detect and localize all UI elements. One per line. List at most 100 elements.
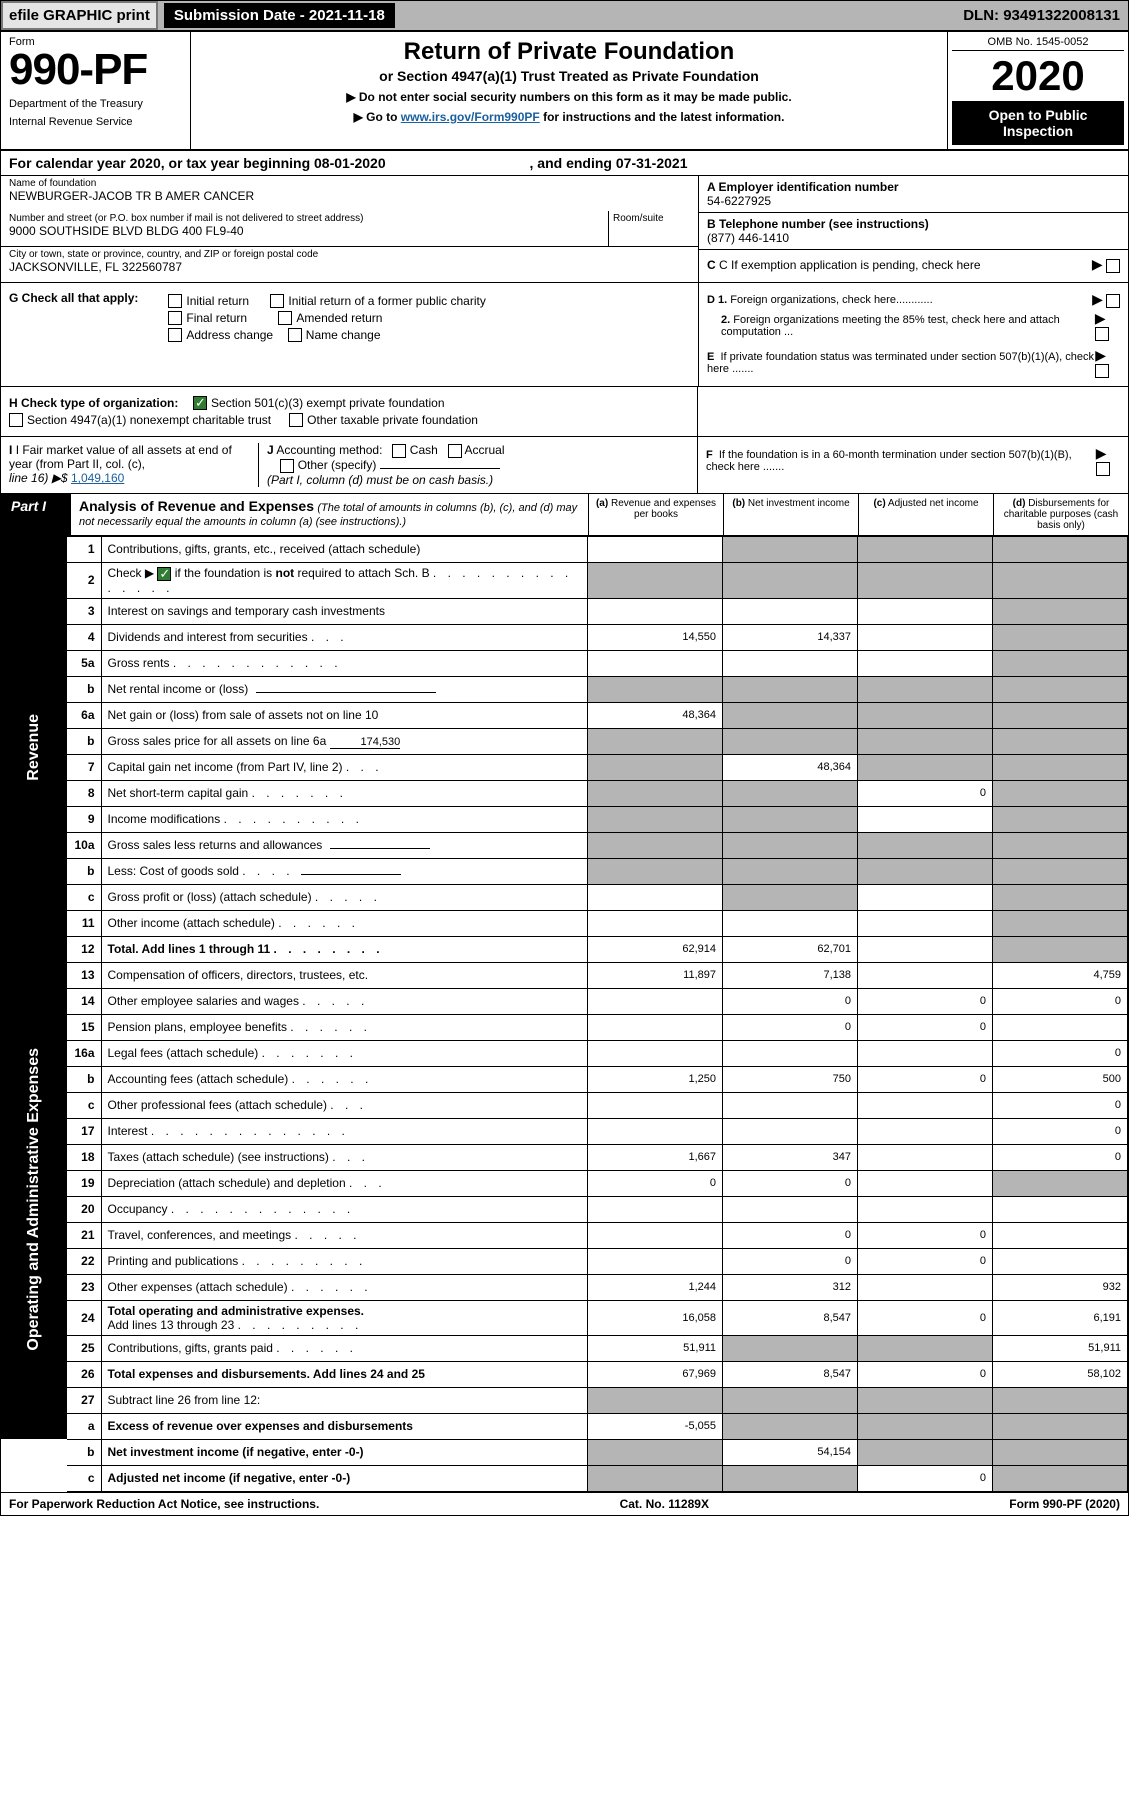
city-label: City or town, state or province, country… [9,249,690,260]
form-number: 990-PF [9,48,182,92]
dept-irs: Internal Revenue Service [9,116,182,128]
d1-checkbox[interactable] [1106,294,1120,308]
line23-desc: Other expenses (attach schedule) . . . .… [101,1274,588,1300]
hij-block: H Check type of organization: Section 50… [1,387,1128,437]
h-other-label: Other taxable private foundation [307,413,478,427]
line18-desc: Taxes (attach schedule) (see instruction… [101,1144,588,1170]
line16b-desc: Accounting fees (attach schedule) . . . … [101,1066,588,1092]
g-name-label: Name change [306,328,381,342]
part1-title: Analysis of Revenue and Expenses [79,498,314,514]
foundation-name: NEWBURGER-JACOB TR B AMER CANCER [9,189,690,203]
h-label: H Check type of organization: [9,396,178,410]
line10b-desc: Less: Cost of goods sold . . . . [101,858,588,884]
line2-desc: Check ▶ if the foundation is not require… [101,562,588,598]
dept-treasury: Department of the Treasury [9,98,182,110]
check-block-g: G Check all that apply: Initial return I… [1,283,1128,387]
line17-desc: Interest . . . . . . . . . . . . . . [101,1118,588,1144]
tel-value: (877) 446-1410 [707,231,1120,245]
g-final-checkbox[interactable] [168,311,182,325]
g-initial-label: Initial return [186,294,249,308]
j-accrual-checkbox[interactable] [448,444,462,458]
part1-header: Part I Analysis of Revenue and Expenses … [1,494,1128,536]
e-label: E If private foundation status was termi… [707,351,1095,375]
efile-print-button[interactable]: efile GRAPHIC print [1,1,158,30]
revenue-side-label: Revenue [25,714,43,781]
line24-desc: Total operating and administrative expen… [101,1300,588,1335]
line5b-desc: Net rental income or (loss) [101,676,588,702]
g-initial-former-label: Initial return of a former public charit… [288,294,485,308]
d2-label: 2. Foreign organizations meeting the 85%… [707,314,1095,338]
irs-link[interactable]: www.irs.gov/Form990PF [401,110,540,124]
f-label: F If the foundation is in a 60-month ter… [706,449,1096,473]
line16c-desc: Other professional fees (attach schedule… [101,1092,588,1118]
line22-desc: Printing and publications . . . . . . . … [101,1248,588,1274]
entity-block: Name of foundation NEWBURGER-JACOB TR B … [1,176,1128,283]
ein-label: A Employer identification number [707,180,1120,194]
j-accrual-label: Accrual [465,443,505,457]
line13-desc: Compensation of officers, directors, tru… [101,962,588,988]
g-address-checkbox[interactable] [168,328,182,342]
ein-value: 54-6227925 [707,194,1120,208]
line27c-desc: Adjusted net income (if negative, enter … [101,1465,588,1491]
col-d-head: (d) Disbursements for charitable purpose… [993,494,1128,535]
line27b-desc: Net investment income (if negative, ente… [101,1439,588,1465]
addr-label: Number and street (or P.O. box number if… [9,213,600,224]
line7-desc: Capital gain net income (from Part IV, l… [101,754,588,780]
g-address-label: Address change [186,328,273,342]
d1-label: D 1. D 1. Foreign organizations, check h… [707,294,933,306]
expense-side-label: Operating and Administrative Expenses [25,1048,43,1351]
h-4947-checkbox[interactable] [9,413,23,427]
line20-desc: Occupancy . . . . . . . . . . . . . [101,1196,588,1222]
j-cash-label: Cash [410,443,438,457]
line9-desc: Income modifications . . . . . . . . . . [101,806,588,832]
j-cash-checkbox[interactable] [392,444,406,458]
g-name-checkbox[interactable] [288,328,302,342]
tax-year: 2020 [952,51,1124,101]
col-c-head: (c) Adjusted net income [858,494,993,535]
g-amended-checkbox[interactable] [278,311,292,325]
line11-desc: Other income (attach schedule) . . . . .… [101,910,588,936]
g-amended-label: Amended return [296,311,382,325]
line2-checkbox[interactable] [157,567,171,581]
f-checkbox[interactable] [1096,462,1110,476]
col-a-head: (a) Revenue and expenses per books [588,494,723,535]
i-fmv-value: 1,049,160 [71,471,124,485]
tel-label: B Telephone number (see instructions) [707,217,1120,231]
line15-desc: Pension plans, employee benefits . . . .… [101,1014,588,1040]
line25-desc: Contributions, gifts, grants paid . . . … [101,1335,588,1361]
footer-form: Form 990-PF (2020) [1009,1497,1120,1511]
line27-desc: Subtract line 26 from line 12: [101,1387,588,1413]
line1-desc: Contributions, gifts, grants, etc., rece… [101,536,588,562]
form-container: efile GRAPHIC print Submission Date - 20… [0,0,1129,1516]
line14-desc: Other employee salaries and wages . . . … [101,988,588,1014]
open-public-badge: Open to PublicInspection [952,101,1124,145]
g-initial-former-checkbox[interactable] [270,294,284,308]
c-checkbox[interactable] [1106,259,1120,273]
line10c-desc: Gross profit or (loss) (attach schedule)… [101,884,588,910]
line4-desc: Dividends and interest from securities .… [101,624,588,650]
address: 9000 SOUTHSIDE BLVD BLDG 400 FL9-40 [9,224,600,238]
name-label: Name of foundation [9,178,690,189]
j-other-checkbox[interactable] [280,459,294,473]
submission-date: Submission Date - 2021-11-18 [164,3,395,28]
line3-desc: Interest on savings and temporary cash i… [101,598,588,624]
col-b-head: (b) Net investment income [723,494,858,535]
e-checkbox[interactable] [1095,364,1109,378]
h-other-checkbox[interactable] [289,413,303,427]
d2-checkbox[interactable] [1095,327,1109,341]
j-note: (Part I, column (d) must be on cash basi… [267,473,493,487]
g-initial-checkbox[interactable] [168,294,182,308]
form-subtitle: or Section 4947(a)(1) Trust Treated as P… [201,68,937,84]
line16a-desc: Legal fees (attach schedule) . . . . . .… [101,1040,588,1066]
h-501c3-label: Section 501(c)(3) exempt private foundat… [211,396,444,410]
line27a-desc: Excess of revenue over expenses and disb… [101,1413,588,1439]
line6a-desc: Net gain or (loss) from sale of assets n… [101,702,588,728]
line5a-desc: Gross rents . . . . . . . . . . . . [101,650,588,676]
g-label: G Check all that apply: [9,291,138,345]
line12-desc: Total. Add lines 1 through 11 . . . . . … [101,936,588,962]
footer-catno: Cat. No. 11289X [620,1497,709,1511]
footer-paperwork: For Paperwork Reduction Act Notice, see … [9,1497,319,1511]
h-501c3-checkbox[interactable] [193,396,207,410]
ijf-block: I I Fair market value of all assets at e… [1,437,1128,494]
i-line-label: line 16) ▶$ [9,471,71,485]
